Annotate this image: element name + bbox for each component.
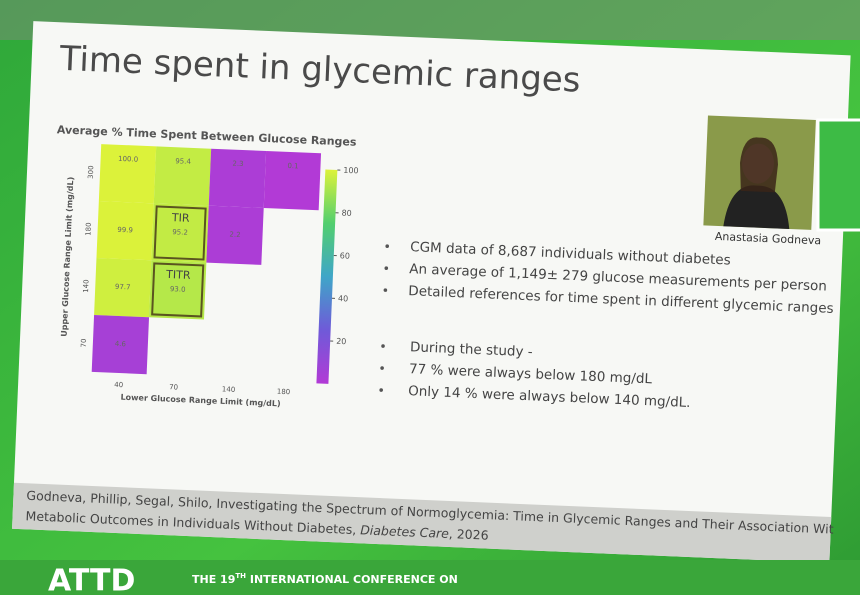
x-tick-label: 140 xyxy=(222,385,236,394)
cell-label: 99.9 xyxy=(117,226,133,235)
y-tick-label: 300 xyxy=(87,165,96,179)
footer-logo: ATTD xyxy=(48,564,135,596)
cell-label: 95.4 xyxy=(175,157,191,166)
heatmap-cell xyxy=(209,149,266,208)
cell-label: 4.6 xyxy=(115,340,127,348)
footer-text: THE 19 xyxy=(192,573,235,586)
heatmap-cell xyxy=(264,151,321,210)
x-tick-label: 40 xyxy=(114,381,123,389)
cell-label: 0.1 xyxy=(287,162,298,170)
colorbar-tick-label: 80 xyxy=(341,209,352,218)
footer-text: THE 19TH INTERNATIONAL CONFERENCE ON xyxy=(192,572,458,586)
colorbar-tick-label: 100 xyxy=(343,166,359,176)
annotation: TIR xyxy=(171,211,190,225)
slide: Time spent in glycemic ranges Anastasia … xyxy=(12,21,853,563)
cell-label: 93.0 xyxy=(170,285,186,294)
y-tick-label: 180 xyxy=(84,222,93,236)
x-tick-label: 180 xyxy=(277,388,291,397)
annotation: TITR xyxy=(165,268,191,282)
cell-label: 100.0 xyxy=(118,155,138,164)
y-tick-label: 70 xyxy=(80,338,88,347)
footer-text: INTERNATIONAL CONFERENCE ON xyxy=(246,573,458,586)
heatmap-cell xyxy=(99,144,156,203)
colorbar-tick-label: 20 xyxy=(336,337,347,346)
cell-label: 2.2 xyxy=(229,231,240,239)
x-tick-label: 70 xyxy=(169,383,178,391)
colorbar-tick-label: 40 xyxy=(338,294,349,303)
speaker-hair xyxy=(739,137,779,193)
cell-label: 95.2 xyxy=(172,228,188,237)
citation-year: , 2026 xyxy=(449,526,489,543)
colorbar-tick-label: 60 xyxy=(340,251,351,260)
cell-label: 2.3 xyxy=(232,160,243,168)
next-slide xyxy=(818,120,860,230)
y-tick-label: 140 xyxy=(82,279,91,293)
cell-label: 97.7 xyxy=(115,283,131,292)
heatmap-cell xyxy=(154,146,211,205)
footer-sup: TH xyxy=(235,572,246,580)
